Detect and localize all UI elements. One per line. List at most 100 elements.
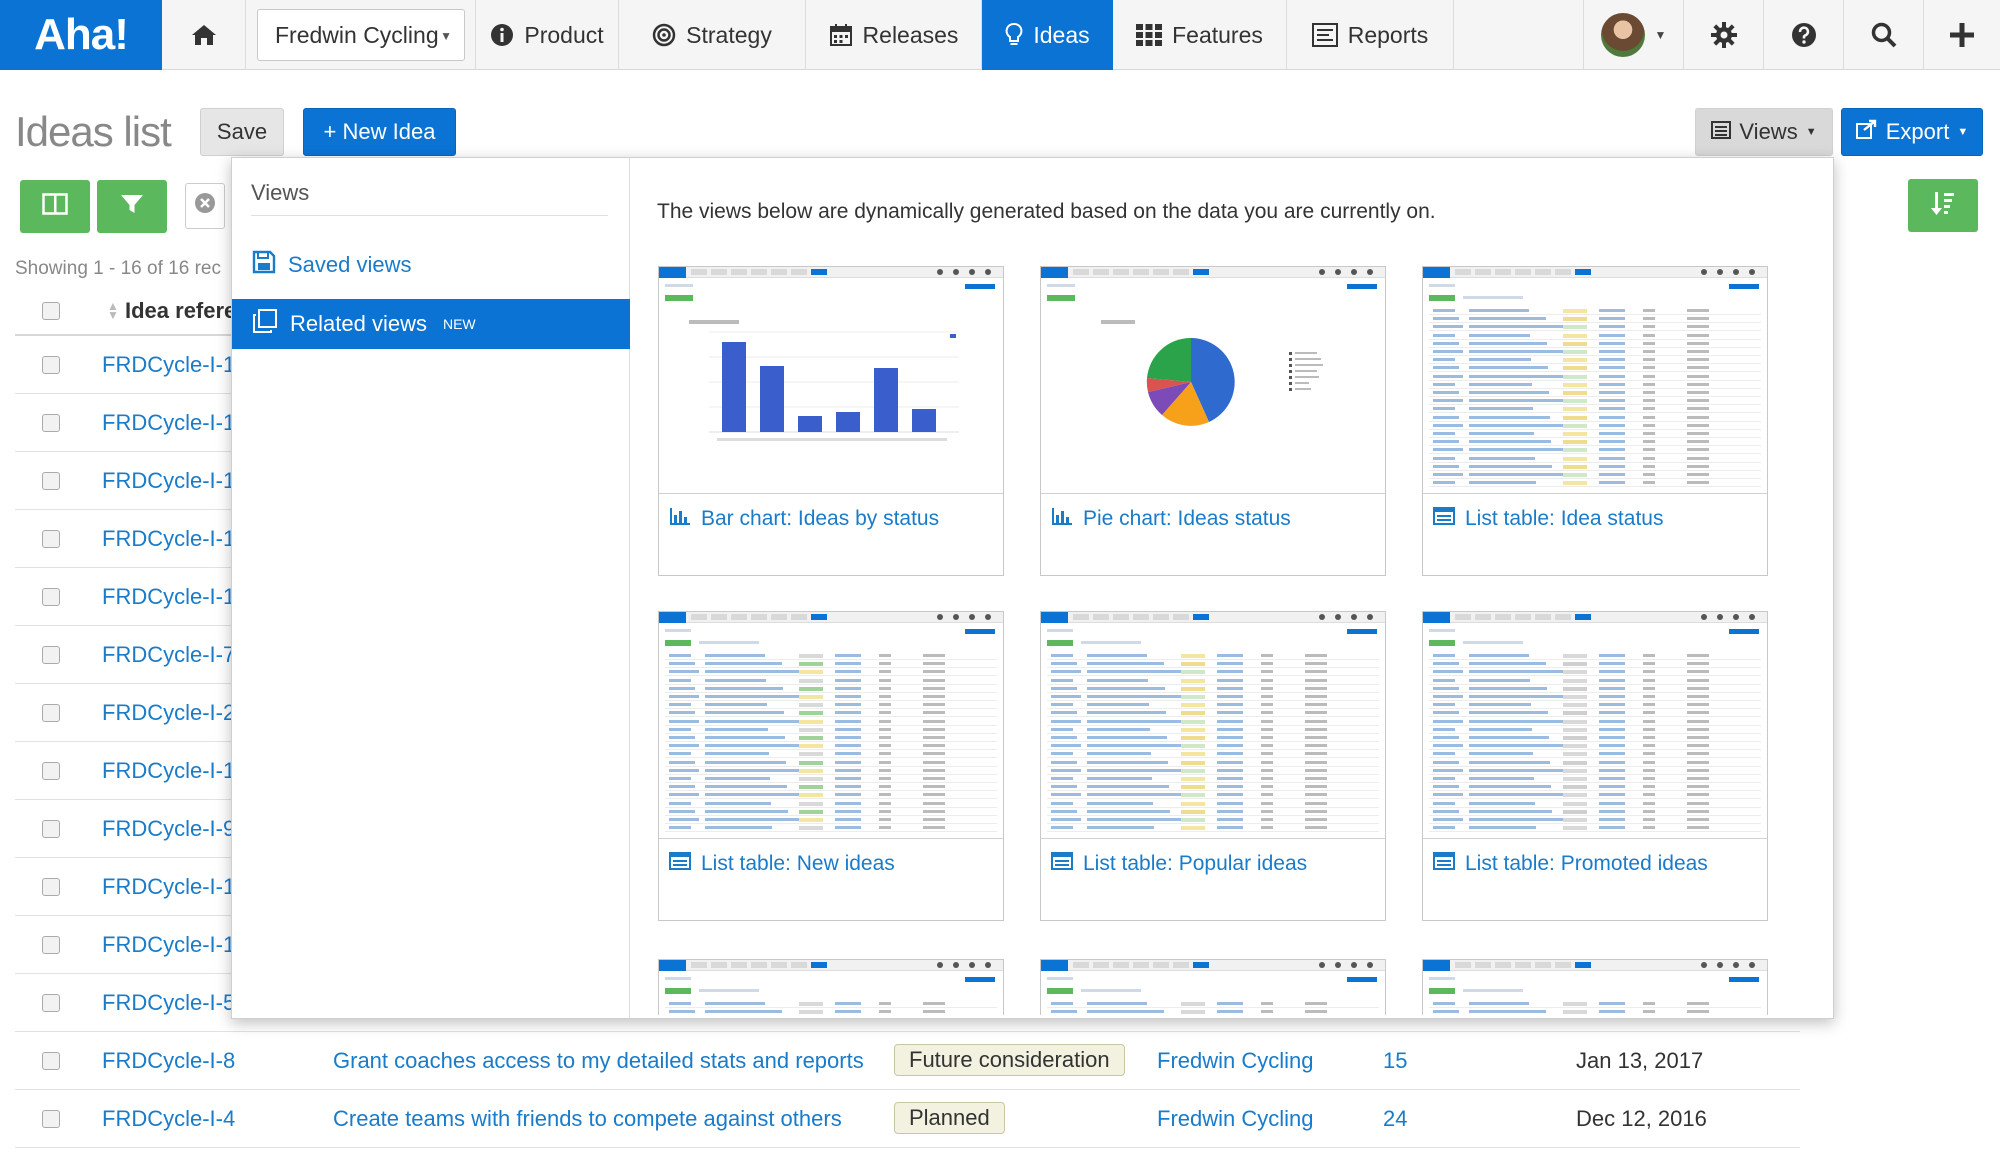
row-checkbox[interactable] [42, 820, 60, 838]
row-checkbox[interactable] [42, 704, 60, 722]
row-checkbox[interactable] [42, 472, 60, 490]
idea-reference[interactable]: FRDCycle-I-1 [102, 526, 236, 551]
view-card-label: List table: Popular ideas [1051, 852, 1307, 876]
row-checkbox[interactable] [42, 994, 60, 1012]
nav-reports[interactable]: Reports [1287, 0, 1454, 70]
thumbnail-nav [1041, 960, 1385, 971]
nav-product[interactable]: Product [476, 0, 619, 70]
view-card-title[interactable]: List table: New ideas [701, 852, 895, 875]
bar-chart-icon [669, 507, 691, 531]
view-card-title[interactable]: List table: Idea status [1465, 507, 1664, 530]
save-button[interactable]: Save [200, 108, 284, 156]
status-badge[interactable]: Future consideration [894, 1044, 1125, 1076]
add-button[interactable] [1924, 0, 2000, 70]
showing-count: Showing 1 - 16 of 16 rec [15, 258, 221, 279]
view-card-list-popular-ideas[interactable]: List table: Popular ideas [1040, 611, 1386, 921]
home-button[interactable] [162, 0, 246, 70]
info-circle-icon [490, 23, 514, 47]
view-card-title[interactable]: List table: Popular ideas [1083, 852, 1308, 875]
close-circle-icon [194, 192, 216, 220]
idea-reference[interactable]: FRDCycle-I-1 [102, 758, 236, 783]
copy-icon [252, 308, 278, 340]
export-button[interactable]: Export ▼ [1841, 108, 1983, 156]
status-badge[interactable]: Planned [894, 1102, 1005, 1134]
list-table-icon [1433, 507, 1455, 531]
nav-ideas[interactable]: Ideas [982, 0, 1113, 70]
idea-reference[interactable]: FRDCycle-I-9 [102, 816, 236, 841]
idea-name[interactable]: Create teams with friends to compete aga… [333, 1106, 842, 1131]
thumbnail-nav [1423, 960, 1767, 971]
column-idea-reference[interactable]: Idea refere [125, 298, 237, 323]
list-table-thumbnail [659, 612, 1003, 839]
clear-filter-button[interactable] [185, 183, 225, 229]
view-card-list-new-ideas[interactable]: List table: New ideas [658, 611, 1004, 921]
idea-reference[interactable]: FRDCycle-I-8 [102, 1048, 236, 1073]
idea-reference[interactable]: FRDCycle-I-5 [102, 990, 236, 1015]
idea-reference[interactable]: FRDCycle-I-1 [102, 352, 236, 377]
settings-button[interactable] [1684, 0, 1764, 70]
view-card-list-idea-status[interactable]: List table: Idea status [1422, 266, 1768, 576]
page-title: Ideas list [15, 108, 172, 155]
saved-views-item[interactable]: Saved views [232, 240, 630, 290]
sort-arrows-icon[interactable]: ▲ ▼ [107, 299, 119, 322]
new-idea-button[interactable]: + New Idea [303, 108, 456, 156]
table-row[interactable]: FRDCycle-I-5 [15, 974, 1800, 1032]
table-row[interactable]: FRDCycle-I-4 Create teams with friends t… [15, 1090, 1800, 1148]
sort-button[interactable] [1908, 179, 1978, 232]
aha-logo[interactable]: Aha! [0, 0, 162, 70]
nav-features[interactable]: Features [1113, 0, 1287, 70]
view-card-title[interactable]: List table: Promoted ideas [1465, 852, 1708, 875]
view-card-pie-chart[interactable]: Pie chart: Ideas status [1040, 266, 1386, 576]
select-all-checkbox[interactable] [42, 302, 60, 320]
views-button[interactable]: Views ▼ [1695, 108, 1833, 156]
related-views-description: The views below are dynamically generate… [657, 200, 1436, 223]
product-link[interactable]: Fredwin Cycling [1157, 1048, 1314, 1073]
row-checkbox[interactable] [42, 878, 60, 896]
thumbnail-nav [1041, 267, 1385, 278]
columns-icon [42, 192, 68, 221]
table-row[interactable]: FRDCycle-I-8 Grant coaches access to my … [15, 1032, 1800, 1090]
product-link[interactable]: Fredwin Cycling [1157, 1106, 1314, 1131]
row-checkbox[interactable] [42, 588, 60, 606]
idea-reference[interactable]: FRDCycle-I-1 [102, 874, 236, 899]
view-card-partial[interactable] [1422, 959, 1768, 1015]
row-checkbox[interactable] [42, 646, 60, 664]
user-menu[interactable]: ▼ [1583, 0, 1684, 70]
votes-count[interactable]: 15 [1383, 1048, 1408, 1073]
view-card-title[interactable]: Pie chart: Ideas status [1083, 507, 1291, 530]
divider [251, 215, 608, 216]
workspace-select[interactable]: Fredwin Cycling ▼ [257, 9, 465, 61]
votes-count[interactable]: 24 [1383, 1106, 1408, 1131]
idea-reference[interactable]: FRDCycle-I-7 [102, 642, 236, 667]
filter-button[interactable] [97, 180, 167, 233]
row-checkbox[interactable] [42, 530, 60, 548]
idea-reference[interactable]: FRDCycle-I-1 [102, 584, 236, 609]
idea-reference[interactable]: FRDCycle-I-1 [102, 932, 236, 957]
related-views-item[interactable]: Related views NEW [232, 299, 630, 349]
help-button[interactable] [1764, 0, 1844, 70]
idea-reference[interactable]: FRDCycle-I-1 [102, 410, 236, 435]
view-card-bar-chart[interactable]: Bar chart: Ideas by status [658, 266, 1004, 576]
row-checkbox[interactable] [42, 356, 60, 374]
columns-button[interactable] [20, 180, 90, 233]
row-checkbox[interactable] [42, 414, 60, 432]
row-checkbox[interactable] [42, 1052, 60, 1070]
row-checkbox[interactable] [42, 762, 60, 780]
view-card-title[interactable]: Bar chart: Ideas by status [701, 507, 940, 530]
idea-reference[interactable]: FRDCycle-I-1 [102, 468, 236, 493]
idea-reference[interactable]: FRDCycle-I-2 [102, 700, 236, 725]
help-circle-icon [1791, 22, 1817, 48]
nav-releases[interactable]: Releases [806, 0, 982, 70]
idea-name[interactable]: Grant coaches access to my detailed stat… [333, 1048, 864, 1073]
row-checkbox[interactable] [42, 1110, 60, 1128]
row-checkbox[interactable] [42, 936, 60, 954]
search-button[interactable] [1844, 0, 1924, 70]
thumbnail-nav [659, 267, 1003, 278]
view-card-partial[interactable] [1040, 959, 1386, 1015]
bar-chart-icon [1051, 507, 1073, 531]
caret-down-icon: ▼ [1957, 126, 1969, 138]
view-card-list-promoted-ideas[interactable]: List table: Promoted ideas [1422, 611, 1768, 921]
nav-strategy[interactable]: Strategy [619, 0, 806, 70]
idea-reference[interactable]: FRDCycle-I-4 [102, 1106, 236, 1131]
view-card-partial[interactable] [658, 959, 1004, 1015]
